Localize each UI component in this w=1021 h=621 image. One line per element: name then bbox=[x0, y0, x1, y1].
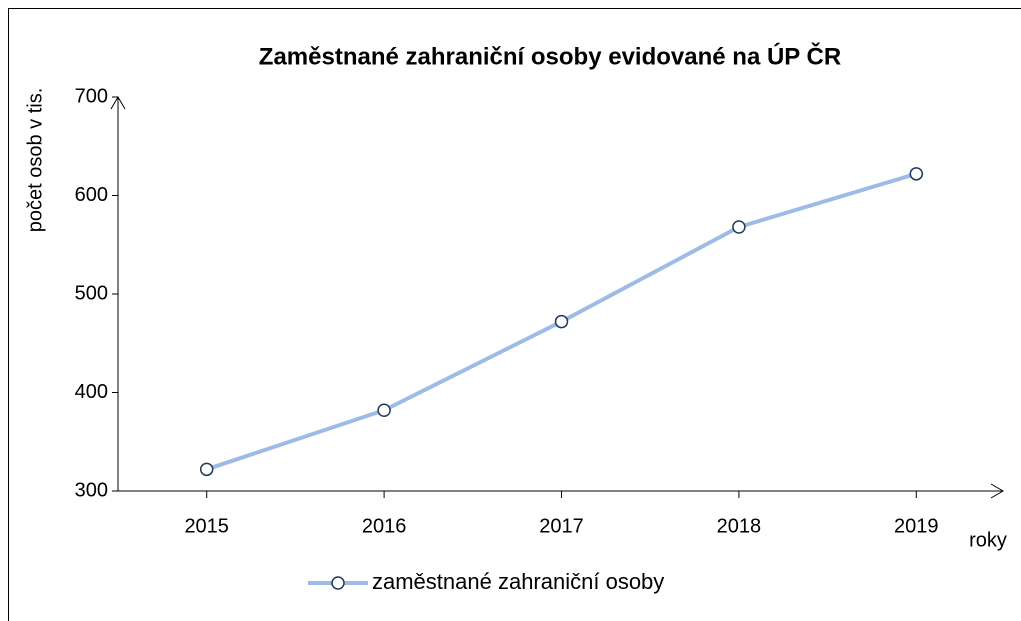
marker bbox=[377, 403, 391, 417]
marker bbox=[199, 462, 214, 477]
legend-marker bbox=[331, 576, 345, 590]
legend-label: zaměstnané zahraniční osoby bbox=[372, 569, 664, 594]
x-tick-label: 2015 bbox=[184, 515, 229, 537]
y-tick-label: 400 bbox=[75, 381, 108, 403]
chart-title: Zaměstnané zahraniční osoby evidované na… bbox=[259, 42, 841, 70]
x-tick-label: 2018 bbox=[717, 515, 762, 537]
y-tick-label: 300 bbox=[75, 479, 108, 501]
x-axis-label: roky bbox=[969, 529, 1007, 551]
y-tick-label: 500 bbox=[75, 282, 108, 304]
x-tick-label: 2019 bbox=[894, 515, 939, 537]
x-tick-label: 2016 bbox=[362, 515, 407, 537]
x-tick-label: 2017 bbox=[539, 515, 584, 537]
y-tick-label: 600 bbox=[75, 184, 108, 206]
marker bbox=[909, 167, 924, 181]
y-axis-label: počet osob v tis. bbox=[24, 88, 46, 233]
frame bbox=[8, 8, 1021, 621]
x-axis-arrow bbox=[990, 483, 1004, 499]
marker bbox=[732, 220, 746, 234]
y-tick-label: 700 bbox=[75, 85, 108, 107]
marker bbox=[554, 314, 569, 329]
